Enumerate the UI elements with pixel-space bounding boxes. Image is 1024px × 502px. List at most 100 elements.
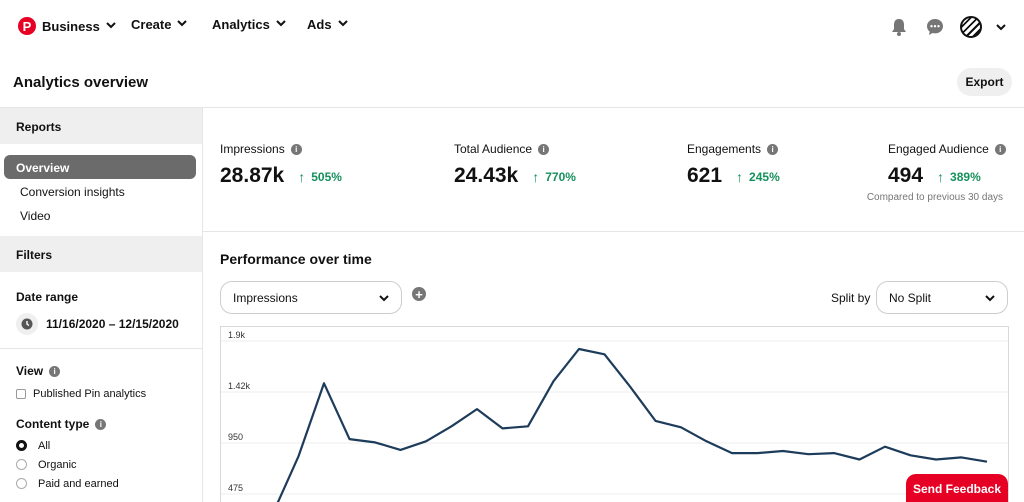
metric-change: ↑ 245% [736, 169, 780, 185]
date-range-value: 11/16/2020 – 12/15/2020 [46, 317, 179, 331]
metric-label: Engaged Audience [888, 142, 989, 156]
data-point[interactable] [424, 439, 428, 443]
ads-menu[interactable]: Ads [307, 17, 348, 32]
metric-change: ↑ 770% [532, 169, 576, 185]
data-point[interactable] [552, 379, 556, 383]
messages-icon[interactable] [922, 14, 948, 40]
chevron-down-icon [177, 19, 188, 30]
info-icon[interactable]: i [538, 143, 550, 155]
chevron-down-icon [985, 291, 995, 305]
metric-engaged-audience: Engaged Audience i 494 ↑ 389% [888, 142, 1006, 188]
y-tick-label: 1.42k [228, 381, 251, 391]
arrow-up-icon: ↑ [532, 169, 540, 185]
divider [0, 348, 202, 349]
data-point[interactable] [501, 426, 505, 430]
metric-select[interactable]: Impressions [220, 281, 402, 314]
split-by-select[interactable]: No Split [876, 281, 1008, 314]
filters-heading: Filters [0, 236, 202, 272]
data-point[interactable] [832, 451, 836, 455]
data-point[interactable] [679, 425, 683, 429]
chevron-down-icon [379, 291, 389, 305]
data-point[interactable] [322, 381, 326, 385]
info-icon[interactable]: i [95, 418, 107, 430]
notifications-bell-icon[interactable] [886, 14, 912, 40]
info-icon[interactable]: i [767, 143, 779, 155]
data-point[interactable] [858, 458, 862, 462]
metric-total-audience: Total Audience i 24.43k ↑ 770% [454, 142, 576, 188]
data-point[interactable] [781, 449, 785, 453]
y-tick-label: 1.9k [228, 330, 246, 340]
data-point[interactable] [603, 352, 607, 356]
avatar [960, 16, 982, 38]
data-point[interactable] [297, 454, 301, 458]
export-button[interactable]: Export [957, 68, 1012, 96]
metric-label: Total Audience [454, 142, 533, 156]
data-point[interactable] [526, 424, 530, 428]
data-point[interactable] [450, 424, 454, 428]
data-point[interactable] [577, 347, 581, 351]
account-chevron-down-icon[interactable] [994, 14, 1008, 40]
published-pin-checkbox[interactable] [16, 388, 26, 399]
sidebar-item-video[interactable]: Video [20, 209, 51, 223]
data-point[interactable] [705, 439, 709, 443]
arrow-up-icon: ↑ [736, 169, 744, 185]
top-navigation: P Business Create Analytics Ads [0, 0, 1024, 56]
data-point[interactable] [730, 451, 734, 455]
info-icon[interactable]: i [994, 143, 1006, 155]
data-point[interactable] [960, 455, 964, 459]
sidebar-item-conversion-insights[interactable]: Conversion insights [20, 185, 125, 199]
top-right-icons [886, 14, 1008, 40]
radio-unselected[interactable] [16, 478, 27, 489]
data-point[interactable] [475, 407, 479, 411]
page-header: Analytics overview Export [0, 56, 1024, 108]
performance-title: Performance over time [220, 251, 372, 267]
analytics-menu[interactable]: Analytics [212, 17, 286, 32]
published-pin-checkbox-row[interactable]: Published Pin analytics [0, 384, 202, 403]
data-point[interactable] [807, 452, 811, 456]
content-type-all-option[interactable]: All [0, 436, 202, 455]
data-point[interactable] [373, 440, 377, 444]
page-title: Analytics overview [13, 74, 149, 91]
metric-change-value: 389% [950, 170, 981, 184]
view-label: View [16, 364, 44, 378]
data-point[interactable] [909, 453, 913, 457]
chevron-down-icon [276, 19, 286, 30]
data-point[interactable] [756, 451, 760, 455]
data-point[interactable] [985, 460, 989, 464]
radio-unselected[interactable] [16, 459, 27, 470]
data-point[interactable] [399, 448, 403, 452]
metric-change-value: 770% [545, 170, 576, 184]
content-type-organic-option[interactable]: Organic [0, 455, 202, 474]
data-point[interactable] [883, 445, 887, 449]
account-avatar[interactable] [958, 14, 984, 40]
data-point[interactable] [628, 385, 632, 389]
metric-value: 24.43k [454, 164, 519, 187]
performance-chart: 1.9k 1.42k 950 475 [220, 326, 1009, 502]
send-feedback-button[interactable]: Send Feedback [906, 474, 1008, 502]
content-type-label-row: Content type i [0, 417, 202, 431]
performance-chart-svg: 1.9k 1.42k 950 475 [221, 330, 1008, 502]
business-menu[interactable]: P Business [18, 17, 116, 35]
y-tick-label: 950 [228, 432, 243, 442]
reports-heading: Reports [0, 108, 202, 144]
metric-value: 621 [687, 164, 723, 187]
info-icon[interactable]: i [49, 365, 61, 377]
metric-label: Impressions [220, 142, 285, 156]
data-point[interactable] [348, 437, 352, 441]
data-point[interactable] [654, 419, 658, 423]
data-point[interactable] [934, 458, 938, 462]
radio-selected[interactable] [16, 440, 27, 451]
clock-icon [16, 313, 38, 335]
split-by-label: Split by [831, 291, 871, 305]
add-metric-icon[interactable]: + [412, 287, 426, 301]
sidebar-item-overview[interactable]: Overview [4, 155, 196, 179]
metric-engagements: Engagements i 621 ↑ 245% [687, 142, 780, 188]
create-menu[interactable]: Create [131, 17, 188, 32]
arrow-up-icon: ↑ [298, 169, 306, 185]
info-icon[interactable]: i [290, 143, 302, 155]
content-type-paid-option[interactable]: Paid and earned [0, 474, 202, 493]
arrow-up-icon: ↑ [937, 169, 945, 185]
metric-impressions: Impressions i 28.87k ↑ 505% [220, 142, 342, 188]
date-range-picker[interactable]: 11/16/2020 – 12/15/2020 [0, 313, 202, 335]
analytics-menu-label: Analytics [212, 17, 270, 32]
